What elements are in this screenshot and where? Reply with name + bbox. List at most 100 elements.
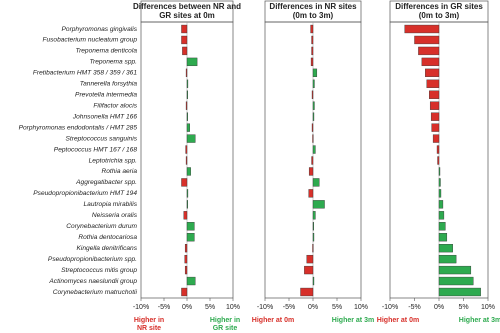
- bar: [300, 287, 314, 297]
- bar: [181, 287, 188, 297]
- bar: [312, 233, 315, 242]
- bar: [186, 134, 196, 143]
- bar: [311, 35, 314, 45]
- annotation: Higher at 3m: [332, 317, 374, 324]
- panel-title: GR sites at 0m: [159, 11, 215, 20]
- bar: [438, 167, 441, 176]
- bar: [312, 276, 315, 286]
- x-tick-label: 5%: [332, 304, 342, 311]
- bar: [308, 189, 314, 198]
- bar: [426, 79, 440, 88]
- bar: [436, 145, 440, 154]
- bar: [438, 178, 441, 187]
- bar: [184, 265, 188, 275]
- bar: [312, 101, 315, 110]
- bar: [431, 123, 440, 132]
- bar: [186, 112, 189, 121]
- category-label: Treponema spp.: [89, 59, 137, 66]
- bar: [186, 167, 191, 176]
- bar: [312, 112, 315, 121]
- bar: [438, 276, 474, 286]
- bar: [186, 79, 189, 88]
- bar: [438, 200, 444, 209]
- bar: [429, 101, 440, 110]
- category-label: Leptotrichia spp.: [89, 157, 138, 164]
- bar: [312, 244, 314, 253]
- annotation: Higher in: [134, 317, 164, 324]
- bar: [311, 46, 314, 56]
- x-tick-label: -5%: [408, 304, 420, 311]
- panel-title: (0m to 3m): [419, 11, 460, 20]
- category-label: Rothia dentocariosa: [78, 234, 137, 241]
- category-label: Streptococcus mitis group: [61, 267, 137, 274]
- category-label: Rothia aeria: [101, 168, 137, 175]
- bar: [185, 145, 188, 154]
- bar: [181, 24, 188, 34]
- category-label: Pseudopropionibacterium HMT 194: [33, 190, 137, 197]
- bar: [311, 123, 314, 132]
- bar: [182, 46, 188, 56]
- bar: [312, 211, 316, 220]
- bar: [438, 254, 457, 264]
- category-label: Streptococcus sanguinis: [66, 135, 138, 142]
- category-label: Peptococcus HMT 167 / 168: [54, 146, 138, 153]
- bar: [312, 68, 318, 77]
- bar: [438, 222, 446, 231]
- x-tick-label: -5%: [158, 304, 170, 311]
- x-tick-label: -5%: [283, 304, 295, 311]
- x-tick-label: 10%: [481, 304, 495, 311]
- x-tick-label: 5%: [458, 304, 468, 311]
- bar: [312, 145, 316, 154]
- bar: [438, 265, 472, 275]
- category-label: Porphyromonas gingivalis: [62, 26, 138, 33]
- bar: [438, 233, 448, 242]
- bar: [414, 35, 440, 45]
- category-label: Kingella denitrificans: [77, 245, 138, 252]
- bar: [184, 254, 188, 264]
- bar: [312, 178, 320, 187]
- category-label: Corynebacterium durum: [66, 223, 137, 230]
- bar: [312, 79, 315, 88]
- category-label: Johnsonella HMT 166: [72, 113, 137, 120]
- x-tick-label: -10%: [133, 304, 149, 311]
- bar: [184, 244, 188, 253]
- category-label: Lautropia mirabilis: [83, 201, 137, 208]
- panel-title: Differences in GR sites: [395, 2, 483, 11]
- bar: [186, 233, 195, 242]
- panel-title: Differences in NR sites: [269, 2, 357, 11]
- bar: [312, 222, 315, 231]
- bar: [312, 134, 314, 143]
- annotation: GR site: [213, 325, 238, 332]
- category-label: Fretibacterium HMT 358 / 359 / 361: [33, 70, 137, 77]
- bar: [425, 68, 440, 77]
- bar: [185, 156, 188, 165]
- bar: [181, 35, 188, 45]
- x-tick-label: 10%: [226, 304, 240, 311]
- category-label: Porphyromonas endodontalis / HMT 285: [19, 124, 138, 131]
- category-label: Treponema denticola: [76, 48, 138, 55]
- x-tick-label: 0%: [434, 304, 444, 311]
- bar: [304, 265, 314, 275]
- bar: [186, 189, 189, 198]
- x-tick-label: 0%: [308, 304, 318, 311]
- annotation: Higher in: [210, 317, 240, 324]
- bar: [421, 57, 440, 67]
- x-tick-label: 5%: [205, 304, 215, 311]
- bar: [310, 24, 314, 34]
- category-label: Pseudopropionibacterium spp.: [48, 256, 137, 263]
- annotation: NR site: [137, 325, 161, 332]
- panel-title: (0m to 3m): [293, 11, 334, 20]
- category-label: Aggregatibacter spp.: [75, 179, 137, 186]
- bar: [186, 90, 189, 99]
- bar: [432, 134, 440, 143]
- bar: [186, 123, 190, 132]
- bar: [186, 222, 195, 231]
- bar: [306, 254, 314, 264]
- annotation: Higher at 0m: [252, 317, 294, 324]
- bar: [186, 276, 196, 286]
- bar: [186, 57, 198, 67]
- bar: [185, 101, 188, 110]
- annotation: Higher at 3m: [459, 317, 500, 324]
- bar: [404, 24, 440, 34]
